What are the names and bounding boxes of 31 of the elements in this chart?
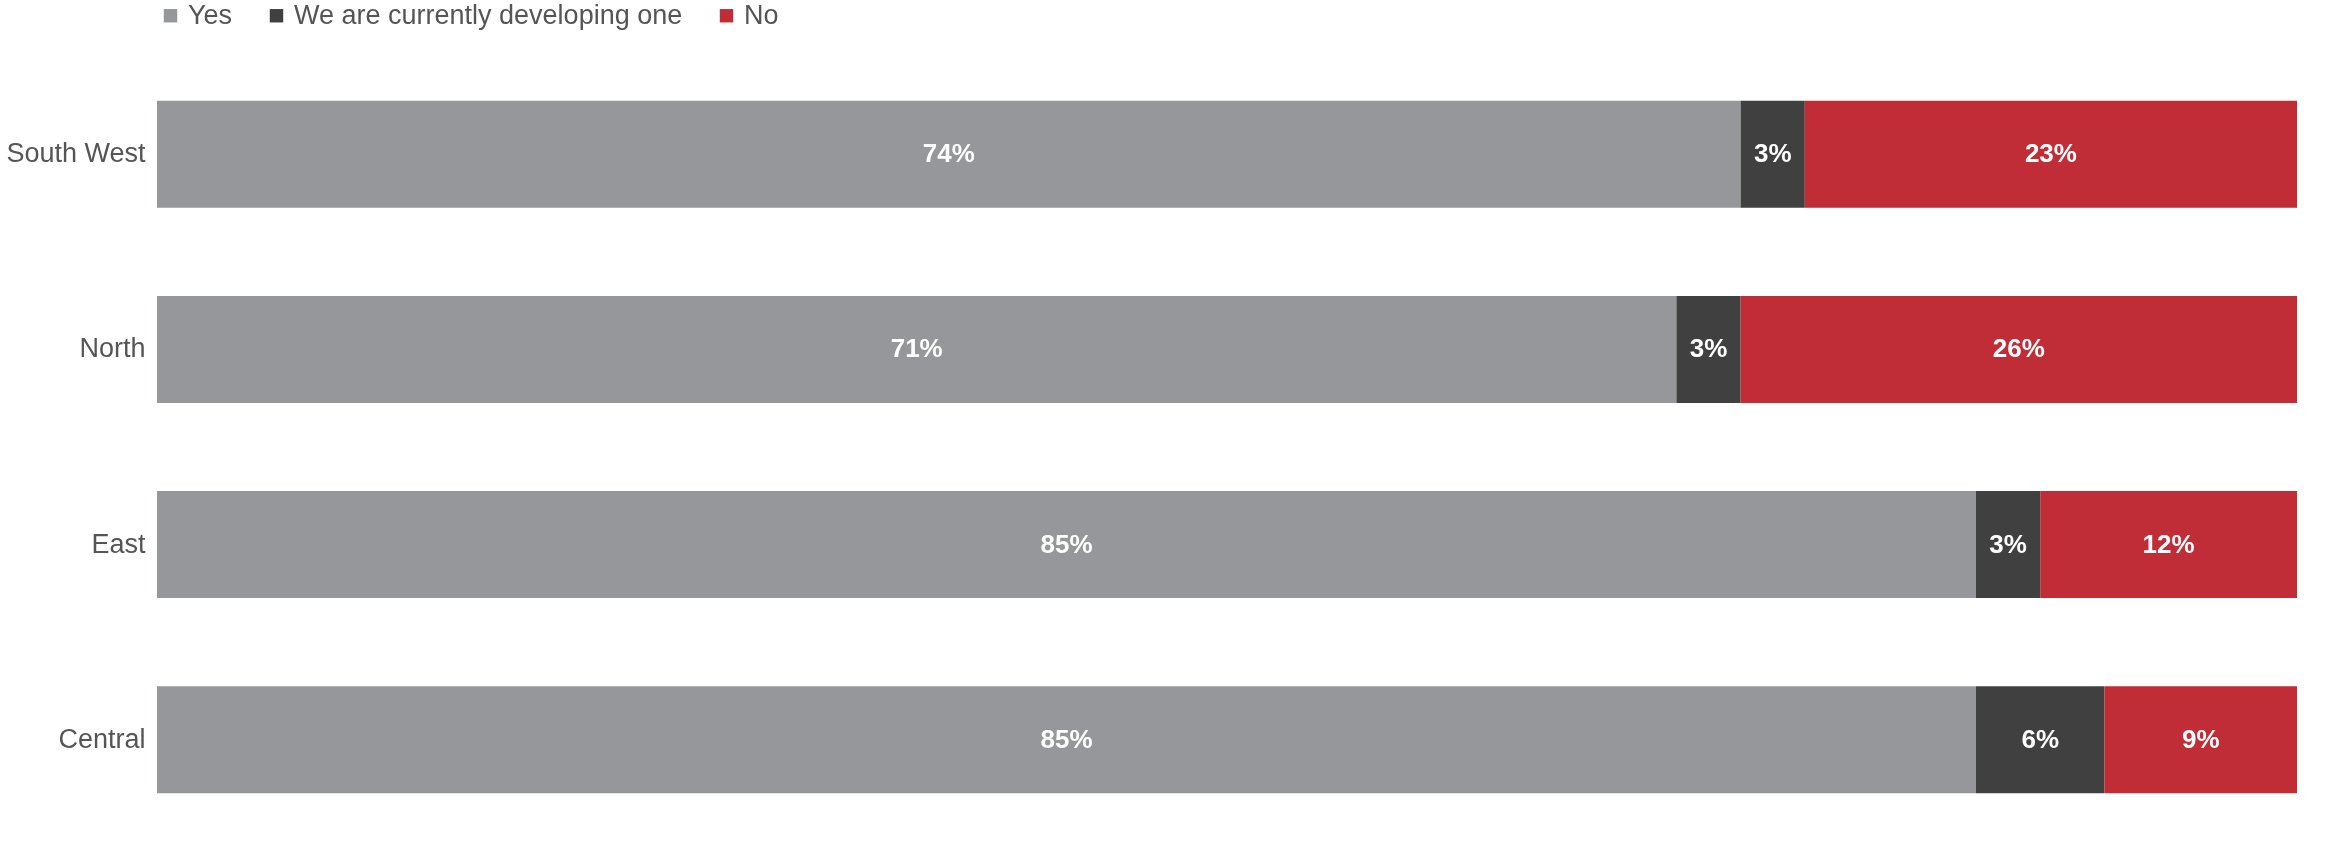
bar	[1740, 100, 1805, 208]
data-label: 6%	[2021, 723, 2059, 754]
y-tick-label: South West	[6, 138, 146, 169]
bar	[1804, 100, 2297, 208]
bar	[1976, 491, 2041, 599]
data-label: 3%	[1989, 528, 2027, 559]
bar	[157, 295, 1677, 403]
data-label: 85%	[1040, 723, 1093, 754]
legend-label: Yes	[188, 0, 233, 30]
legend-label: No	[744, 0, 779, 30]
bar	[2040, 491, 2297, 599]
legend-label: We are currently developing one	[294, 0, 683, 30]
bar	[157, 686, 1976, 794]
bar	[1676, 295, 1741, 403]
data-label: 85%	[1040, 528, 1093, 559]
bar	[157, 491, 1976, 599]
y-tick-label: East	[91, 528, 146, 559]
bar	[1740, 295, 2297, 403]
data-label: 26%	[1992, 333, 2045, 364]
data-label: 3%	[1689, 333, 1728, 364]
data-label: 71%	[890, 333, 943, 364]
bar	[157, 100, 1741, 208]
data-label: 9%	[2181, 723, 2220, 754]
data-label: 12%	[2142, 528, 2195, 559]
y-tick-label: North	[79, 333, 146, 364]
data-label: 23%	[2024, 138, 2077, 169]
data-label: 3%	[1753, 138, 1792, 169]
bar	[1976, 686, 2105, 794]
bar	[2104, 686, 2297, 794]
y-tick-label: Central	[58, 723, 146, 754]
data-label: 74%	[922, 138, 975, 169]
